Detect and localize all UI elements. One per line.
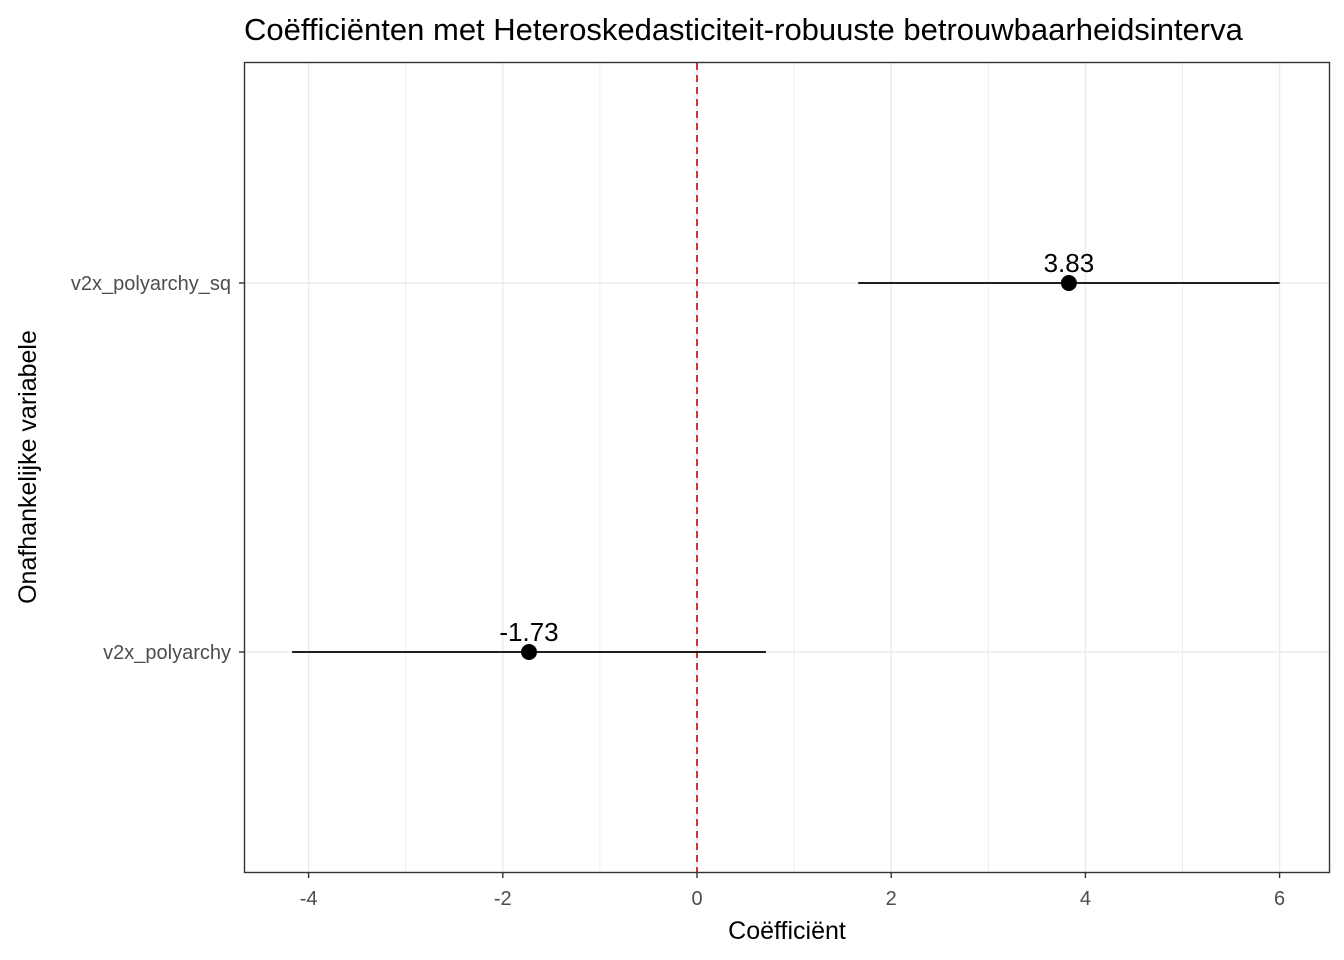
x-tick-label: 4 <box>1080 888 1091 910</box>
x-tick-label: 6 <box>1274 888 1285 910</box>
data-label-v2x_polyarchy_sq: 3.83 <box>1044 248 1095 278</box>
point-v2x_polyarchy <box>521 644 538 660</box>
axes: -4 -2 0 2 4 6 v2x_polyarchy v2x_polyarchy_sq <box>71 273 1285 910</box>
x-axis-title: Coëfficiënt <box>728 917 846 945</box>
point-v2x_polyarchy_sq <box>1060 275 1077 291</box>
y-axis-title: Onafhankelijke variabele <box>14 330 42 604</box>
y-tick-label: v2x_polyarchy <box>103 642 231 664</box>
data-label-v2x_polyarchy: -1.73 <box>499 617 558 647</box>
x-tick-label: 2 <box>886 888 897 910</box>
panel-border <box>243 61 1331 874</box>
chart-title: Coëfficiënten met Heteroskedasticiteit-r… <box>244 12 1244 47</box>
data-marks: -1.73 3.83 <box>292 248 1280 660</box>
y-tick-label: v2x_polyarchy_sq <box>71 273 231 295</box>
x-tick-label: 0 <box>691 888 702 910</box>
gridlines <box>245 63 1329 872</box>
x-tick-label: -2 <box>494 888 512 910</box>
x-tick-label: -4 <box>300 888 318 910</box>
